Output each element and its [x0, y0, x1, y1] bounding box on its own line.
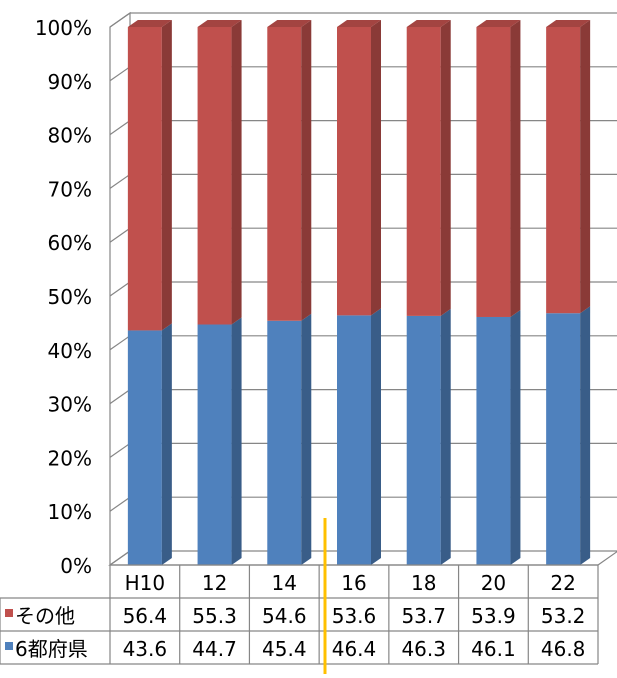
- data-label: 53.2: [541, 604, 586, 628]
- gridline-side: [109, 442, 131, 458]
- y-tick-label: 0%: [60, 554, 92, 578]
- x-tick-label: 22: [550, 571, 575, 595]
- bar-side: [301, 313, 312, 565]
- bar-segment: [127, 330, 162, 565]
- bar-top: [267, 20, 312, 27]
- gridline-side: [109, 550, 131, 566]
- data-table: H10 12 14 16 18 20 22 その他 56.4 55.3 54.6 53.6 53.7 53…: [0, 564, 599, 665]
- x-tick-label: 14: [272, 571, 297, 595]
- gridline-side: [109, 389, 131, 405]
- data-label: 53.9: [471, 604, 516, 628]
- y-tick-label: 30%: [48, 393, 92, 417]
- bar-top: [197, 20, 242, 27]
- data-label: 46.1: [471, 637, 516, 661]
- bar-side: [580, 306, 591, 565]
- bar-side: [371, 20, 381, 316]
- data-label: 46.4: [332, 637, 377, 661]
- bar-segment: [267, 27, 302, 321]
- y-tick-label: 50%: [48, 285, 92, 309]
- gridline-side: [109, 173, 131, 189]
- y-tick-label: 100%: [35, 16, 92, 40]
- gridline-side: [109, 66, 131, 82]
- data-label: 56.4: [123, 604, 168, 628]
- x-tick-label: 20: [481, 571, 506, 595]
- y-tick-label: 70%: [48, 177, 92, 201]
- x-tick-label: 18: [411, 571, 436, 595]
- y-axis: 0% 10% 20% 30% 40% 50% 60% 70% 80% 90% 100%: [35, 16, 92, 578]
- bar-side: [161, 20, 172, 331]
- data-label: 44.7: [192, 637, 237, 661]
- data-label: 46.3: [401, 637, 446, 661]
- bar-top: [127, 20, 172, 27]
- data-label: 55.3: [192, 604, 237, 628]
- data-label: 46.8: [541, 637, 586, 661]
- bar-segment: [127, 27, 162, 331]
- legend-label: その他: [15, 604, 75, 628]
- bars: [127, 20, 591, 565]
- x-tick-label: 12: [202, 571, 227, 595]
- data-label: 53.6: [332, 604, 377, 628]
- bar-segment: [267, 320, 302, 565]
- gridline-side: [109, 496, 131, 512]
- bar-side: [440, 20, 451, 316]
- bar-side: [580, 20, 591, 314]
- bar-segment: [476, 316, 511, 565]
- y-tick-label: 90%: [48, 70, 92, 94]
- bar-side: [231, 317, 242, 565]
- data-label: 45.4: [262, 637, 307, 661]
- bar-segment: [476, 27, 511, 317]
- bar-side: [301, 20, 312, 321]
- bar-side: [510, 309, 521, 565]
- bar-segment: [197, 27, 232, 325]
- bar-side: [161, 323, 172, 565]
- legend-swatch: [5, 642, 13, 650]
- gridline-side: [109, 227, 131, 243]
- bar-segment: [546, 313, 581, 565]
- gridline-side: [109, 281, 131, 297]
- y-tick-label: 20%: [48, 446, 92, 470]
- bar-segment: [197, 324, 232, 565]
- bar-side: [231, 20, 242, 325]
- gridline-side: [109, 335, 131, 351]
- legend-label: 6都府県: [15, 637, 88, 661]
- data-label: 54.6: [262, 604, 307, 628]
- bar-segment: [337, 27, 371, 316]
- y-tick-label: 40%: [48, 339, 92, 363]
- bar-top: [476, 20, 521, 27]
- bar-side: [371, 308, 381, 565]
- x-tick-label: 16: [341, 571, 366, 595]
- x-tick-label: H10: [125, 571, 166, 595]
- bar-segment: [406, 315, 441, 565]
- bar-segment: [546, 27, 581, 314]
- y-tick-label: 60%: [48, 231, 92, 255]
- bar-segment: [337, 315, 371, 565]
- gridline-side: [109, 12, 131, 28]
- bar-top: [546, 20, 591, 27]
- y-tick-label: 10%: [48, 500, 92, 524]
- bar-side: [440, 308, 451, 565]
- legend-swatch: [5, 609, 13, 617]
- bar-side: [510, 20, 521, 317]
- bar-segment: [406, 27, 441, 316]
- bar-top: [406, 20, 451, 27]
- data-label: 53.7: [401, 604, 446, 628]
- gridline-side: [109, 120, 131, 136]
- y-tick-label: 80%: [48, 124, 92, 148]
- bar-top: [337, 20, 381, 27]
- data-label: 43.6: [123, 637, 168, 661]
